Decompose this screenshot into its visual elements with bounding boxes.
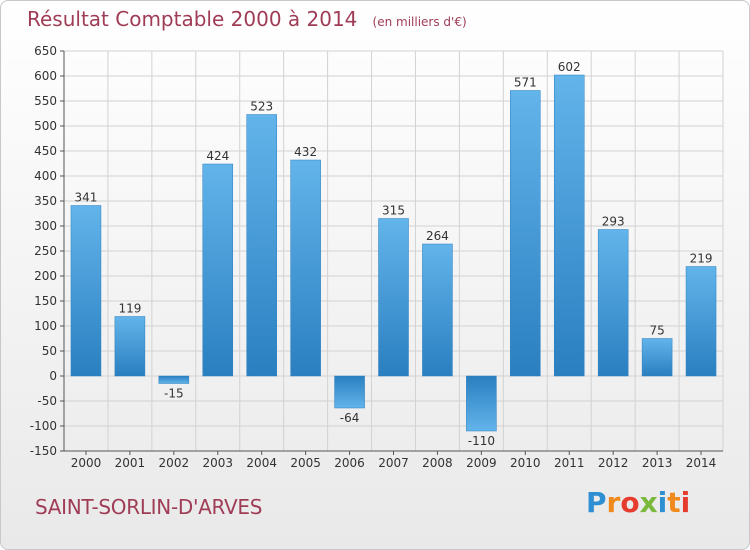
bar-2000[interactable] <box>70 205 102 377</box>
x-tick-label-2012: 2012 <box>598 456 629 470</box>
bar-2007[interactable] <box>378 218 409 377</box>
bar-2009[interactable] <box>466 375 497 432</box>
title-row: Résultat Comptable 2000 à 2014 (en milli… <box>27 7 467 31</box>
data-label-2012: 293 <box>602 215 625 229</box>
x-tick-label-2006: 2006 <box>334 456 365 470</box>
y-tick-label: -50 <box>37 394 57 408</box>
y-tick-label: 550 <box>34 94 57 108</box>
data-label-2007: 315 <box>382 204 405 218</box>
bar-2013[interactable] <box>641 338 673 377</box>
x-tick-label-2001: 2001 <box>115 456 146 470</box>
y-tick-label: 450 <box>34 144 57 158</box>
bar-2010[interactable] <box>510 90 541 377</box>
x-tick-label-2010: 2010 <box>510 456 541 470</box>
y-tick-label: 500 <box>34 119 57 133</box>
bar-2014[interactable] <box>685 266 717 377</box>
commune-name: SAINT-SORLIN-D'ARVES <box>35 495 263 519</box>
data-label-2002: -15 <box>164 387 184 401</box>
y-tick-label: 250 <box>34 244 57 258</box>
y-tick-label: 200 <box>34 269 57 283</box>
y-tick-label: 150 <box>34 294 57 308</box>
x-tick-label-2000: 2000 <box>71 456 102 470</box>
data-label-2010: 571 <box>514 76 537 90</box>
y-tick-label: 50 <box>42 344 57 358</box>
x-tick-label-2008: 2008 <box>422 456 453 470</box>
y-tick-label: 300 <box>34 219 57 233</box>
chart-title: Résultat Comptable 2000 à 2014 <box>27 7 358 31</box>
x-tick-label-2002: 2002 <box>159 456 190 470</box>
x-tick-label-2011: 2011 <box>554 456 585 470</box>
y-tick-label: 650 <box>34 44 57 58</box>
data-label-2000: 341 <box>75 191 98 205</box>
bar-2006[interactable] <box>334 375 365 409</box>
bar-2012[interactable] <box>597 229 629 377</box>
bar-2002[interactable] <box>158 375 190 384</box>
bar-2005[interactable] <box>290 159 321 377</box>
proxiti-logo[interactable]: Proxiti <box>586 486 691 519</box>
bar-2011[interactable] <box>553 74 585 377</box>
data-label-2003: 424 <box>206 149 229 163</box>
x-tick-label-2007: 2007 <box>378 456 409 470</box>
y-tick-label: -100 <box>30 419 57 433</box>
bar-layer <box>70 74 717 432</box>
data-label-2008: 264 <box>426 229 449 243</box>
x-tick-label-2005: 2005 <box>290 456 321 470</box>
y-tick-label: 0 <box>49 369 57 383</box>
x-tick-label-2004: 2004 <box>246 456 277 470</box>
data-label-2005: 432 <box>294 145 317 159</box>
x-tick-label-2003: 2003 <box>202 456 233 470</box>
bar-2001[interactable] <box>114 316 146 377</box>
data-label-2013: 75 <box>649 324 664 338</box>
data-label-2011: 602 <box>558 60 581 74</box>
x-tick-label-2013: 2013 <box>642 456 673 470</box>
data-label-2009: -110 <box>468 434 495 448</box>
bar-2008[interactable] <box>422 243 453 377</box>
chart-subtitle: (en milliers d'€) <box>372 15 467 29</box>
data-label-2006: -64 <box>340 411 360 425</box>
y-tick-label: 350 <box>34 194 57 208</box>
data-label-2004: 523 <box>250 100 273 114</box>
data-label-2014: 219 <box>690 252 713 266</box>
axis-layer: -150 -100 -50 0 50 100 150 200 250 300 350 400 450 50… <box>30 44 723 470</box>
y-tick-label: 100 <box>34 319 57 333</box>
data-label-2001: 119 <box>118 302 141 316</box>
label-layer: 341 119 -15 424 523 432 -64 315 264 -110 571 602 293… <box>75 60 713 448</box>
x-tick-label-2009: 2009 <box>466 456 497 470</box>
y-tick-label: 600 <box>34 69 57 83</box>
x-tick-label-2014: 2014 <box>686 456 717 470</box>
y-tick-label: -150 <box>30 444 57 458</box>
bar-2004[interactable] <box>246 114 277 377</box>
bar-2003[interactable] <box>202 163 234 377</box>
y-tick-label: 400 <box>34 169 57 183</box>
